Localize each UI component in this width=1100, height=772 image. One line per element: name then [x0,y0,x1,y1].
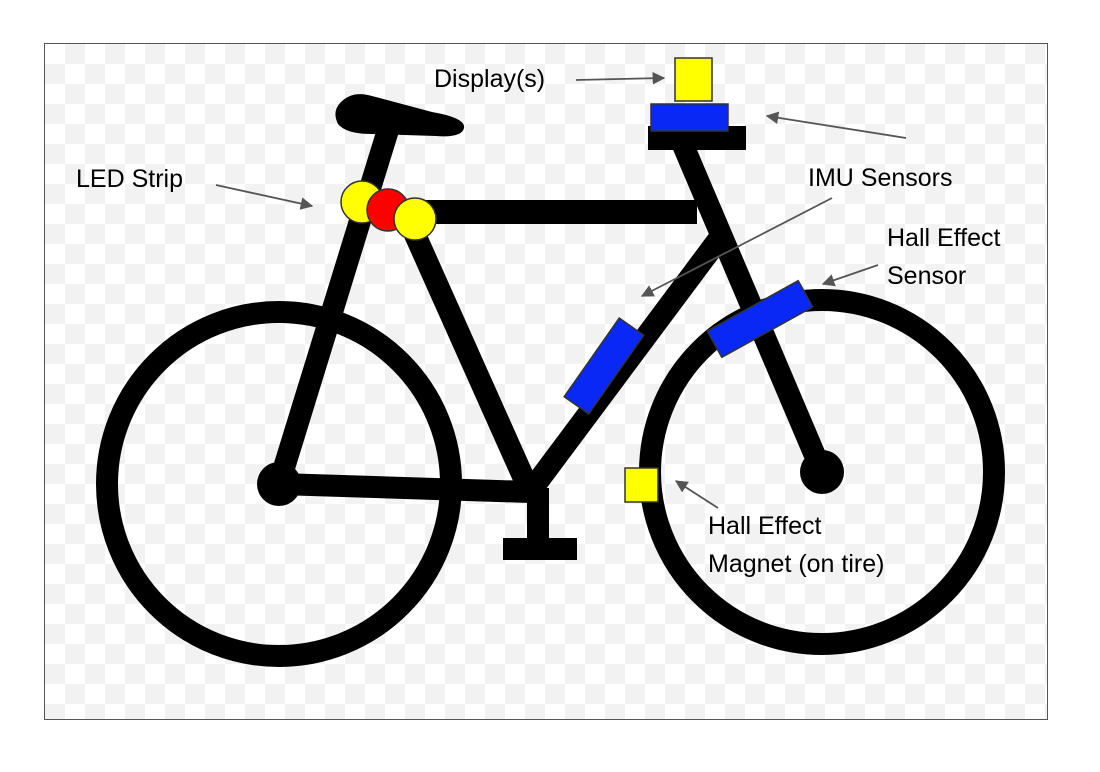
display-yellow [674,57,713,102]
pedal [503,538,577,560]
annotation-arrows [215,71,907,509]
hall-effect-sensor-blue [706,279,814,359]
front-hub [800,450,844,494]
rear-hub [257,462,301,506]
top-tube [402,200,697,224]
label-led-strip: LED Strip [76,165,183,193]
seat [335,94,465,137]
hall-effect-magnet [624,467,659,503]
label-hall-magnet-line1: Hall Effect [708,512,822,540]
bike-frame [268,119,833,503]
led-strip [340,180,437,241]
display-blue [650,103,729,132]
label-imu-sensors: IMU Sensors [808,164,952,192]
imu-sensor-blue [563,317,645,415]
label-display: Display(s) [434,65,545,93]
crank-post [527,488,549,544]
label-hall-sensor-line2: Sensor [887,262,966,290]
label-hall-sensor-line1: Hall Effect [887,224,1001,252]
label-hall-magnet-line2: Magnet (on tire) [708,550,884,578]
diagram-canvas [44,43,1048,720]
